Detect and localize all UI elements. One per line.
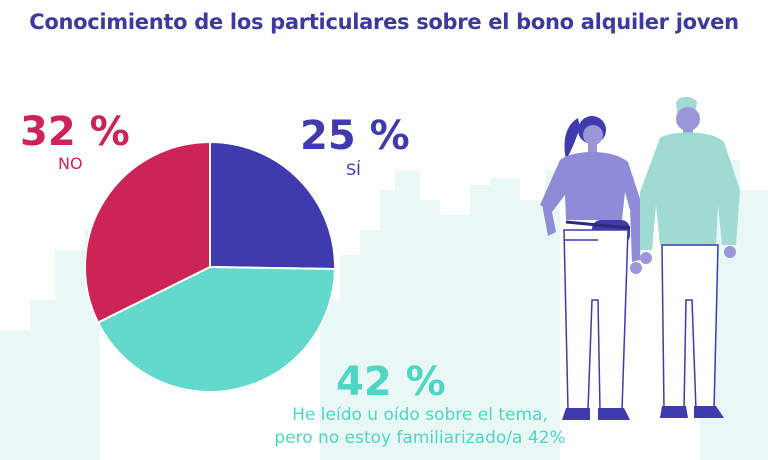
no-label: NO xyxy=(58,154,83,173)
city-skyline-background xyxy=(0,160,768,460)
heard-percentage: 42 % xyxy=(336,359,446,405)
pie-slice-heard xyxy=(96,265,337,393)
si-label: SÍ xyxy=(346,160,361,179)
pie-slice-si xyxy=(209,140,336,270)
man-figure xyxy=(640,96,740,418)
heard-label-line2: pero no estoy familiarizado/a 42% xyxy=(274,428,566,448)
no-percentage: 32 % xyxy=(20,109,130,155)
page-title: Conocimiento de los particulares sobre e… xyxy=(29,10,739,34)
woman-figure xyxy=(540,116,642,420)
si-percentage: 25 % xyxy=(300,113,410,159)
pie-slice-no xyxy=(84,140,211,324)
heard-label-line1: He leído u oído sobre el tema, xyxy=(292,405,548,425)
